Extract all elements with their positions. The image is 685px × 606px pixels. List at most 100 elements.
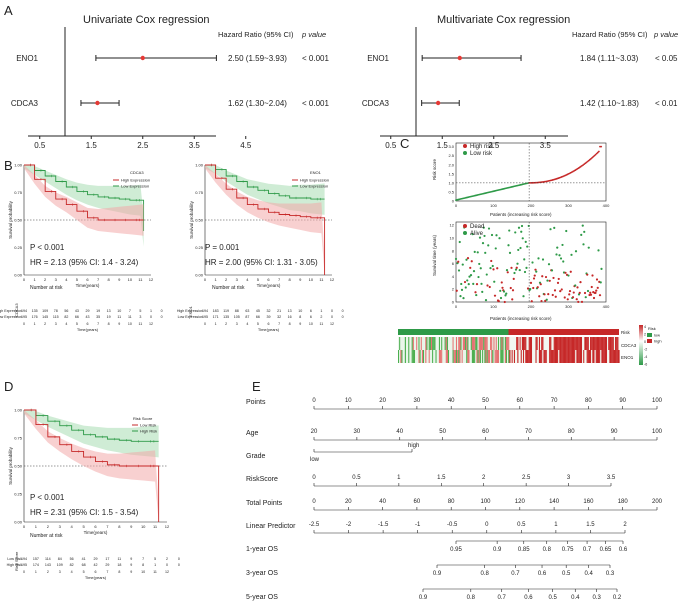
heatmap-cdca3-cell <box>585 337 587 350</box>
heatmap-eno1-cell <box>538 350 541 363</box>
status-dead-point <box>538 295 541 298</box>
heatmap-cdca3-cell <box>575 337 577 350</box>
heatmap-cdca3-cell <box>544 337 546 350</box>
nomogram-tick-label: 2 <box>623 522 627 528</box>
status-alive-point <box>480 282 483 285</box>
multi-tick-label: 3.5 <box>540 141 552 150</box>
km-risk-x-tick-label: 6 <box>94 524 97 529</box>
nomogram-tick-label: 30 <box>414 398 421 404</box>
km-risk-x-tick-label: 8 <box>118 524 121 529</box>
heatmap-cdca3-cell <box>483 337 485 350</box>
heatmap-eno1-cell <box>535 350 537 363</box>
risk-score-point <box>594 153 597 156</box>
heatmap-eno1-cell <box>477 350 479 363</box>
heatmap-eno1-cell <box>593 350 595 363</box>
km-cdca3-x-tick-label: 3 <box>55 277 58 282</box>
heatmap-cdca3-cell <box>602 337 604 350</box>
heatmap-eno1-cell <box>524 350 526 363</box>
heatmap-cdca3-cell <box>511 337 513 350</box>
heatmap-eno1-cell <box>415 350 417 363</box>
status-alive-point <box>600 267 603 270</box>
multi-hr-point <box>435 100 441 106</box>
nomogram-row-label: 1-year OS <box>246 546 278 553</box>
heatmap-cdca3-cell <box>590 337 592 350</box>
heatmap-eno1-cell <box>605 350 608 363</box>
risk-score-point <box>597 150 600 153</box>
heatmap-eno1-cell <box>428 350 430 363</box>
km-risk-risk-count: 143 <box>45 563 51 567</box>
status-alive-point <box>502 290 506 293</box>
nomogram-tick-label: -0.5 <box>447 522 458 528</box>
km-risk-risk-count: 9 <box>130 563 132 567</box>
nomogram-tick-label: 20 <box>379 398 386 404</box>
heatmap-cdca3-cell <box>486 337 488 350</box>
status-alive-point <box>507 244 510 247</box>
heatmap-eno1-cell <box>510 350 512 363</box>
status-alive-point <box>524 240 527 244</box>
heatmap-cdca3-cell <box>452 337 454 350</box>
status-alive-point <box>462 297 465 300</box>
heatmap-risk-low-bar <box>398 329 509 335</box>
km-eno1-risk-count: 45 <box>256 309 260 313</box>
multivariate-title: Multivariate Cox regression <box>437 14 570 26</box>
status-dead-point <box>532 286 535 290</box>
nomogram-tick-label: 180 <box>618 499 629 505</box>
risk-score-y-tick: 1.5 <box>448 171 454 176</box>
heatmap-eno1-cell <box>601 350 603 363</box>
heatmap-eno1-cell <box>485 350 487 363</box>
multi-p-text: < 0.01 <box>655 99 678 108</box>
km-cdca3-x-tick-label: 9 <box>118 277 121 282</box>
heatmap-eno1-cell <box>466 350 468 363</box>
heatmap-cdca3-cell <box>549 337 551 350</box>
status-alive-point <box>508 229 511 232</box>
heatmap-cdca3-cell <box>565 337 567 350</box>
heatmap-eno1-cell <box>450 350 452 363</box>
heatmap-eno1-cell <box>533 350 535 363</box>
heatmap-cdca3-cell <box>507 337 509 350</box>
heatmap-cdca3-cell <box>584 337 586 350</box>
heatmap-cdca3-cell <box>524 337 526 350</box>
status-alive-point <box>513 271 516 275</box>
heatmap-eno1-cell <box>418 350 420 363</box>
nomogram-tick-label: -1.5 <box>378 522 389 528</box>
heatmap-eno1-cell <box>551 350 553 363</box>
status-alive-point <box>459 295 462 298</box>
heatmap-cdca3-cell <box>517 337 519 350</box>
heatmap-eno1-cell <box>401 350 403 363</box>
km-cdca3-x-tick-label: 7 <box>97 277 100 282</box>
status-dead-point <box>486 284 489 287</box>
nomogram-row-label: Total Points <box>246 500 283 507</box>
km-cdca3-risk-count: 11 <box>117 315 121 319</box>
uni-tick-label: 2.5 <box>137 141 149 150</box>
heatmap-eno1-cell <box>569 350 571 363</box>
status-alive-point <box>479 267 482 270</box>
heatmap-cdca3-cell <box>444 337 446 350</box>
status-alive-point <box>467 283 470 286</box>
km-plot-cdca3: 1.000.750.500.250.000 1 2 3 4 5 6 7 8 9 10 11 12Time… <box>0 163 163 333</box>
heatmap-eno1-cell <box>429 350 432 363</box>
heatmap-eno1-cell <box>494 350 496 363</box>
heatmap-cdca3-cell <box>477 337 479 350</box>
univariate-title: Univariate Cox regression <box>83 14 210 26</box>
heatmap-eno1-cell <box>508 350 510 363</box>
status-dead-point <box>457 260 460 263</box>
status-dead-point <box>572 291 575 294</box>
status-dead-point <box>503 300 506 304</box>
status-dead-point <box>544 299 547 303</box>
heatmap-eno1-cell <box>499 350 501 363</box>
heatmap-eno1-cell <box>546 350 549 363</box>
heatmap-eno1-cell <box>426 350 428 363</box>
status-alive-point <box>491 264 494 268</box>
nomogram-tick-label: 0.7 <box>498 595 507 601</box>
status-alive-point <box>475 293 478 297</box>
status-dead-point <box>564 271 567 274</box>
km-eno1-x-tick-label: 9 <box>299 277 302 282</box>
status-alive-point <box>555 253 558 256</box>
status-alive-point <box>553 226 556 230</box>
nomogram-grade-high: high <box>408 443 419 449</box>
survival-status-xlabel: Patients (increasing risk score) <box>490 316 552 321</box>
km-eno1-x-tick-label: 1 <box>214 277 217 282</box>
risk-legend-low-dot <box>463 151 467 155</box>
risk-score-y-tick: 2.0 <box>448 162 454 167</box>
